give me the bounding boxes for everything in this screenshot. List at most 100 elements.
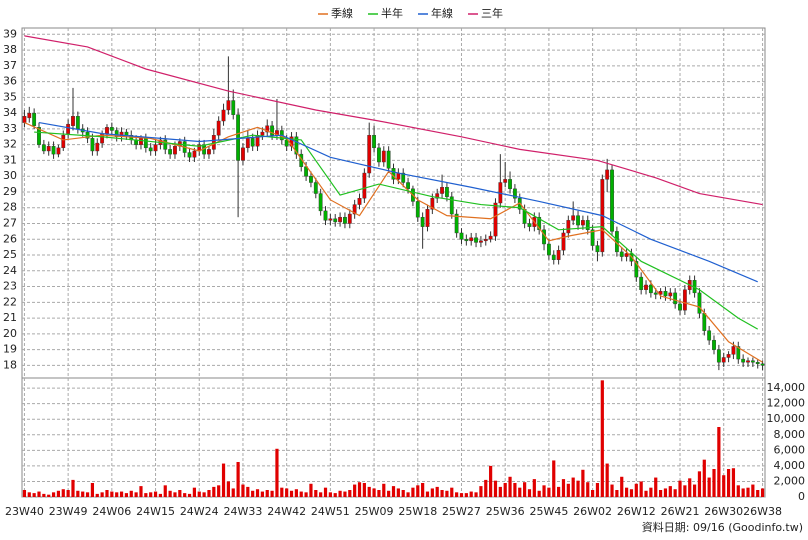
x-tick-label: 26W21 xyxy=(661,505,700,518)
candle-body xyxy=(488,235,493,240)
x-tick-label: 25W09 xyxy=(355,505,394,518)
candle-body xyxy=(95,142,100,152)
volume-bar xyxy=(464,493,468,497)
volume-tick-label: 14,000 xyxy=(767,381,806,394)
candle-body xyxy=(241,147,245,161)
candle-body xyxy=(648,284,653,294)
volume-bar xyxy=(387,490,391,497)
volume-bar xyxy=(600,380,604,497)
volume-bar xyxy=(207,490,211,497)
candle-body xyxy=(226,100,231,111)
volume-bar xyxy=(217,485,221,497)
volume-bar xyxy=(513,483,517,497)
volume-bar xyxy=(212,486,216,497)
candle-body xyxy=(469,237,474,242)
candle-body xyxy=(401,172,406,183)
candle-body xyxy=(357,198,362,205)
volume-tick-label: 6,000 xyxy=(774,443,806,456)
y-tick-label: 38 xyxy=(3,43,17,56)
candle-body xyxy=(187,152,192,158)
x-tick-label: 26W12 xyxy=(617,505,656,518)
volume-bar xyxy=(124,493,129,497)
volume-bar xyxy=(736,485,740,497)
candle-body xyxy=(41,144,46,152)
candle-body xyxy=(372,135,376,149)
volume-bar xyxy=(697,471,702,497)
candle-body xyxy=(580,220,585,226)
candle-body xyxy=(425,209,430,227)
volume-bar xyxy=(542,485,546,497)
candle-body xyxy=(707,330,712,341)
volume-bar xyxy=(455,492,459,497)
footer: 資料日期: 09/16 (Goodinfo.tw) xyxy=(642,520,803,534)
volume-bar xyxy=(343,491,347,497)
candle-body xyxy=(284,139,289,147)
candle-body xyxy=(367,135,372,174)
volume-bar xyxy=(760,488,765,497)
candle-body xyxy=(420,216,425,227)
volume-bar xyxy=(144,493,148,497)
volume-bar xyxy=(372,488,376,497)
volume-bar xyxy=(571,477,575,497)
volume-tick-label: 4,000 xyxy=(774,459,806,472)
x-tick-label: 23W49 xyxy=(49,505,88,518)
volume-bar xyxy=(333,493,337,497)
volume-bar xyxy=(192,487,196,497)
candle-body xyxy=(61,135,66,149)
candle-body xyxy=(270,125,274,136)
volume-bar xyxy=(270,490,274,497)
legend-label: 年線 xyxy=(431,6,453,20)
volume-bar xyxy=(280,487,284,497)
candle-body xyxy=(746,360,750,363)
candle-body xyxy=(66,123,71,134)
volume-bar xyxy=(71,479,75,497)
x-tick-label: 24W33 xyxy=(224,505,263,518)
y-tick-label: 22 xyxy=(3,295,17,308)
x-tick-label: 26W02 xyxy=(573,505,612,518)
volume-bar xyxy=(518,487,522,497)
candle-body xyxy=(571,215,576,221)
legend-label: 半年 xyxy=(381,6,403,20)
volume-bar xyxy=(561,479,566,497)
candle-body xyxy=(639,276,644,290)
y-tick-label: 21 xyxy=(3,311,17,324)
volume-bar xyxy=(751,484,755,497)
volume-bar xyxy=(134,492,138,497)
volume-bar xyxy=(32,493,36,497)
candle-body xyxy=(377,147,381,163)
volume-bar xyxy=(421,483,425,497)
volume-tick-label: 2,000 xyxy=(774,474,806,487)
volume-bar xyxy=(532,479,536,497)
legend-label: 三年 xyxy=(481,6,503,20)
volume-bar xyxy=(707,477,711,497)
y-tick-label: 30 xyxy=(3,169,17,182)
candle-body xyxy=(508,179,512,190)
volume-bar xyxy=(119,491,124,497)
candle-body xyxy=(610,169,614,232)
volume-bar xyxy=(61,489,65,497)
moving-average-line xyxy=(24,122,763,363)
volume-bar xyxy=(168,490,172,497)
candle-body xyxy=(697,292,702,314)
moving-average-line xyxy=(34,131,759,330)
candle-body xyxy=(343,216,347,224)
candle-body xyxy=(561,232,566,251)
volume-bar xyxy=(197,491,201,497)
volume-bar xyxy=(731,468,736,497)
candle-body xyxy=(163,139,168,150)
y-tick-label: 24 xyxy=(3,264,17,277)
candle-body xyxy=(605,169,610,180)
volume-bar xyxy=(430,488,434,497)
candle-body xyxy=(406,182,410,190)
candle-body xyxy=(90,138,95,152)
y-tick-label: 35 xyxy=(3,90,17,103)
volume-bar xyxy=(231,488,235,497)
volume-bar xyxy=(624,487,629,497)
candle-body xyxy=(546,243,551,256)
volume-bar xyxy=(581,469,585,497)
candle-body xyxy=(221,109,226,122)
volume-bar xyxy=(591,490,595,497)
x-tick-label: 26W30 xyxy=(704,505,743,518)
volume-bar xyxy=(717,427,721,497)
volume-bar xyxy=(246,486,250,497)
